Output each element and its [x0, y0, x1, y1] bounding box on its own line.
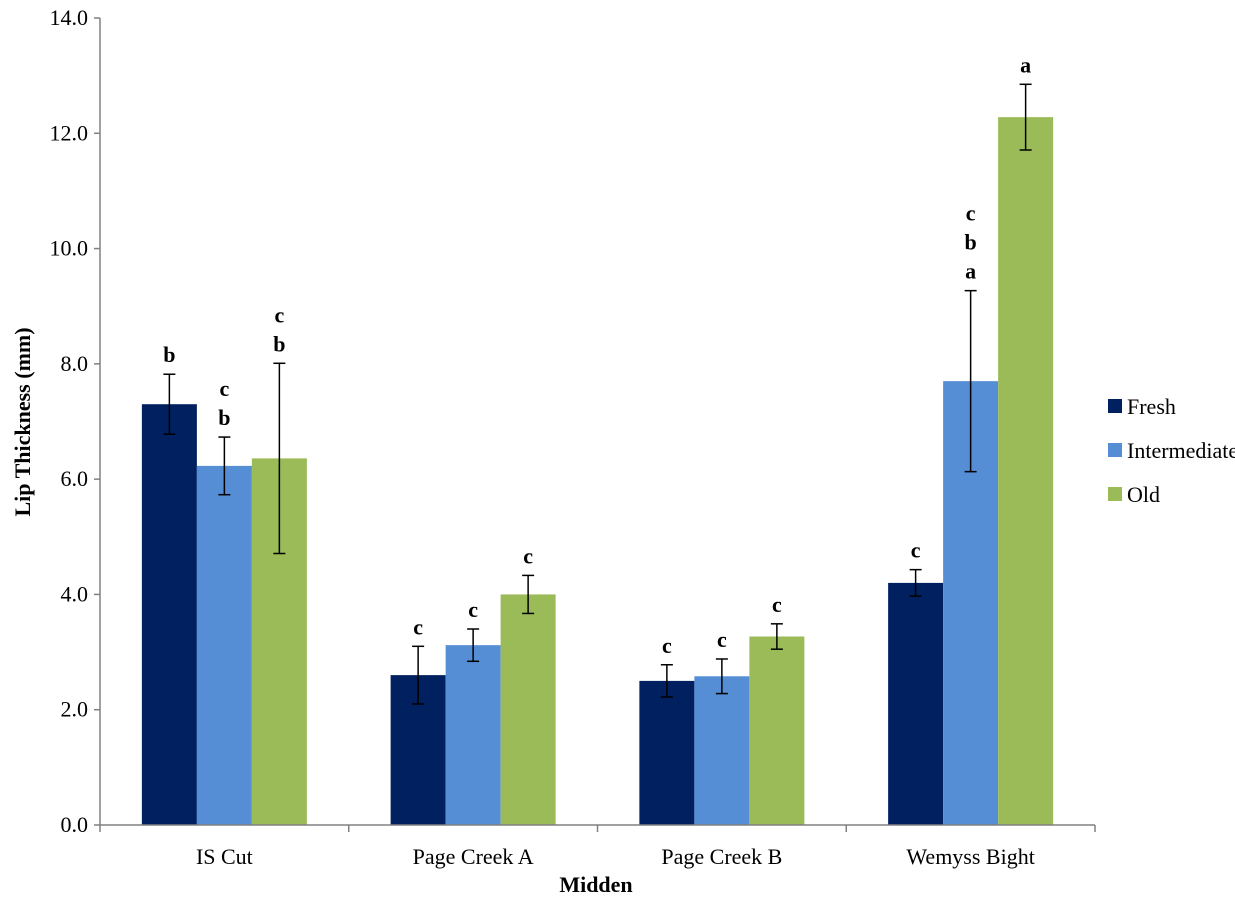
bar-intermediate-3	[694, 676, 750, 825]
error-bars-group	[163, 83, 1032, 705]
legend-swatch	[1108, 399, 1122, 413]
bar-old-4	[998, 117, 1054, 826]
y-tick-label: 2.0	[61, 697, 89, 722]
legend-swatch	[1108, 487, 1122, 501]
y-tick-label: 8.0	[61, 351, 89, 376]
legend-label: Old	[1127, 482, 1160, 507]
x-axis-title: Midden	[559, 872, 632, 897]
significance-label: b	[273, 331, 285, 356]
y-tick-label: 14.0	[50, 5, 89, 30]
x-tick-label: IS Cut	[196, 844, 253, 869]
significance-label: c	[468, 597, 478, 622]
axes-group: 0.0 2.0 4.0 6.0 8.0 10.0 12.0 14.0 IS Cut Page Cr…	[50, 5, 1096, 869]
significance-label: a	[965, 259, 976, 284]
significance-label: b	[163, 342, 175, 367]
error-bar-intermediate-2	[467, 628, 480, 663]
error-bar-intermediate-4	[964, 289, 977, 473]
y-tick-label: 6.0	[61, 466, 89, 491]
significance-label: b	[218, 405, 230, 430]
x-tick-label: Page Creek A	[413, 844, 534, 869]
bar-old-2	[500, 594, 556, 825]
error-bar-fresh-4	[909, 568, 922, 597]
y-axis-title: Lip Thickness (mm)	[10, 327, 35, 516]
significance-label: c	[911, 538, 921, 563]
significance-label: c	[966, 201, 976, 226]
error-bar-intermediate-1	[218, 436, 231, 496]
significance-label: c	[274, 302, 284, 327]
significance-label: b	[965, 230, 977, 255]
error-bar-old-1	[273, 362, 286, 555]
legend-label: Fresh	[1127, 394, 1176, 419]
bar-fresh-3	[639, 680, 695, 825]
significance-label: a	[1020, 52, 1031, 77]
significance-label: c	[523, 543, 533, 568]
x-tick-label: Page Creek B	[661, 844, 782, 869]
bar-intermediate-1	[196, 465, 252, 825]
error-bar-fresh-3	[660, 664, 673, 698]
legend-label: Intermediate	[1127, 438, 1235, 463]
y-tick-label: 4.0	[61, 581, 89, 606]
error-bar-fresh-1	[163, 373, 176, 435]
error-bar-intermediate-3	[715, 658, 728, 695]
error-bar-old-4	[1019, 83, 1032, 151]
bars-group	[141, 117, 1054, 826]
legend-item-old: Old	[1108, 482, 1160, 507]
bar-old-3	[749, 636, 805, 825]
error-bar-old-2	[522, 574, 535, 615]
y-tick-label: 0.0	[61, 812, 89, 837]
error-bar-old-3	[770, 623, 783, 650]
y-tick-label: 12.0	[50, 120, 89, 145]
bar-fresh-4	[888, 582, 944, 825]
significance-label: c	[219, 376, 229, 401]
legend-swatch	[1108, 443, 1122, 457]
bar-fresh-1	[141, 404, 197, 825]
significance-label: c	[772, 592, 782, 617]
significance-label: c	[717, 627, 727, 652]
error-bar-fresh-2	[412, 645, 425, 705]
legend-item-intermediate: Intermediate	[1108, 438, 1235, 463]
significance-label: c	[662, 633, 672, 658]
bar-intermediate-2	[445, 645, 501, 825]
y-tick-label: 10.0	[50, 236, 89, 261]
significance-label: c	[413, 614, 423, 639]
legend-item-fresh: Fresh	[1108, 394, 1176, 419]
x-tick-label: Wemyss Bight	[906, 844, 1034, 869]
legend: Fresh Intermediate Old	[1108, 394, 1235, 507]
